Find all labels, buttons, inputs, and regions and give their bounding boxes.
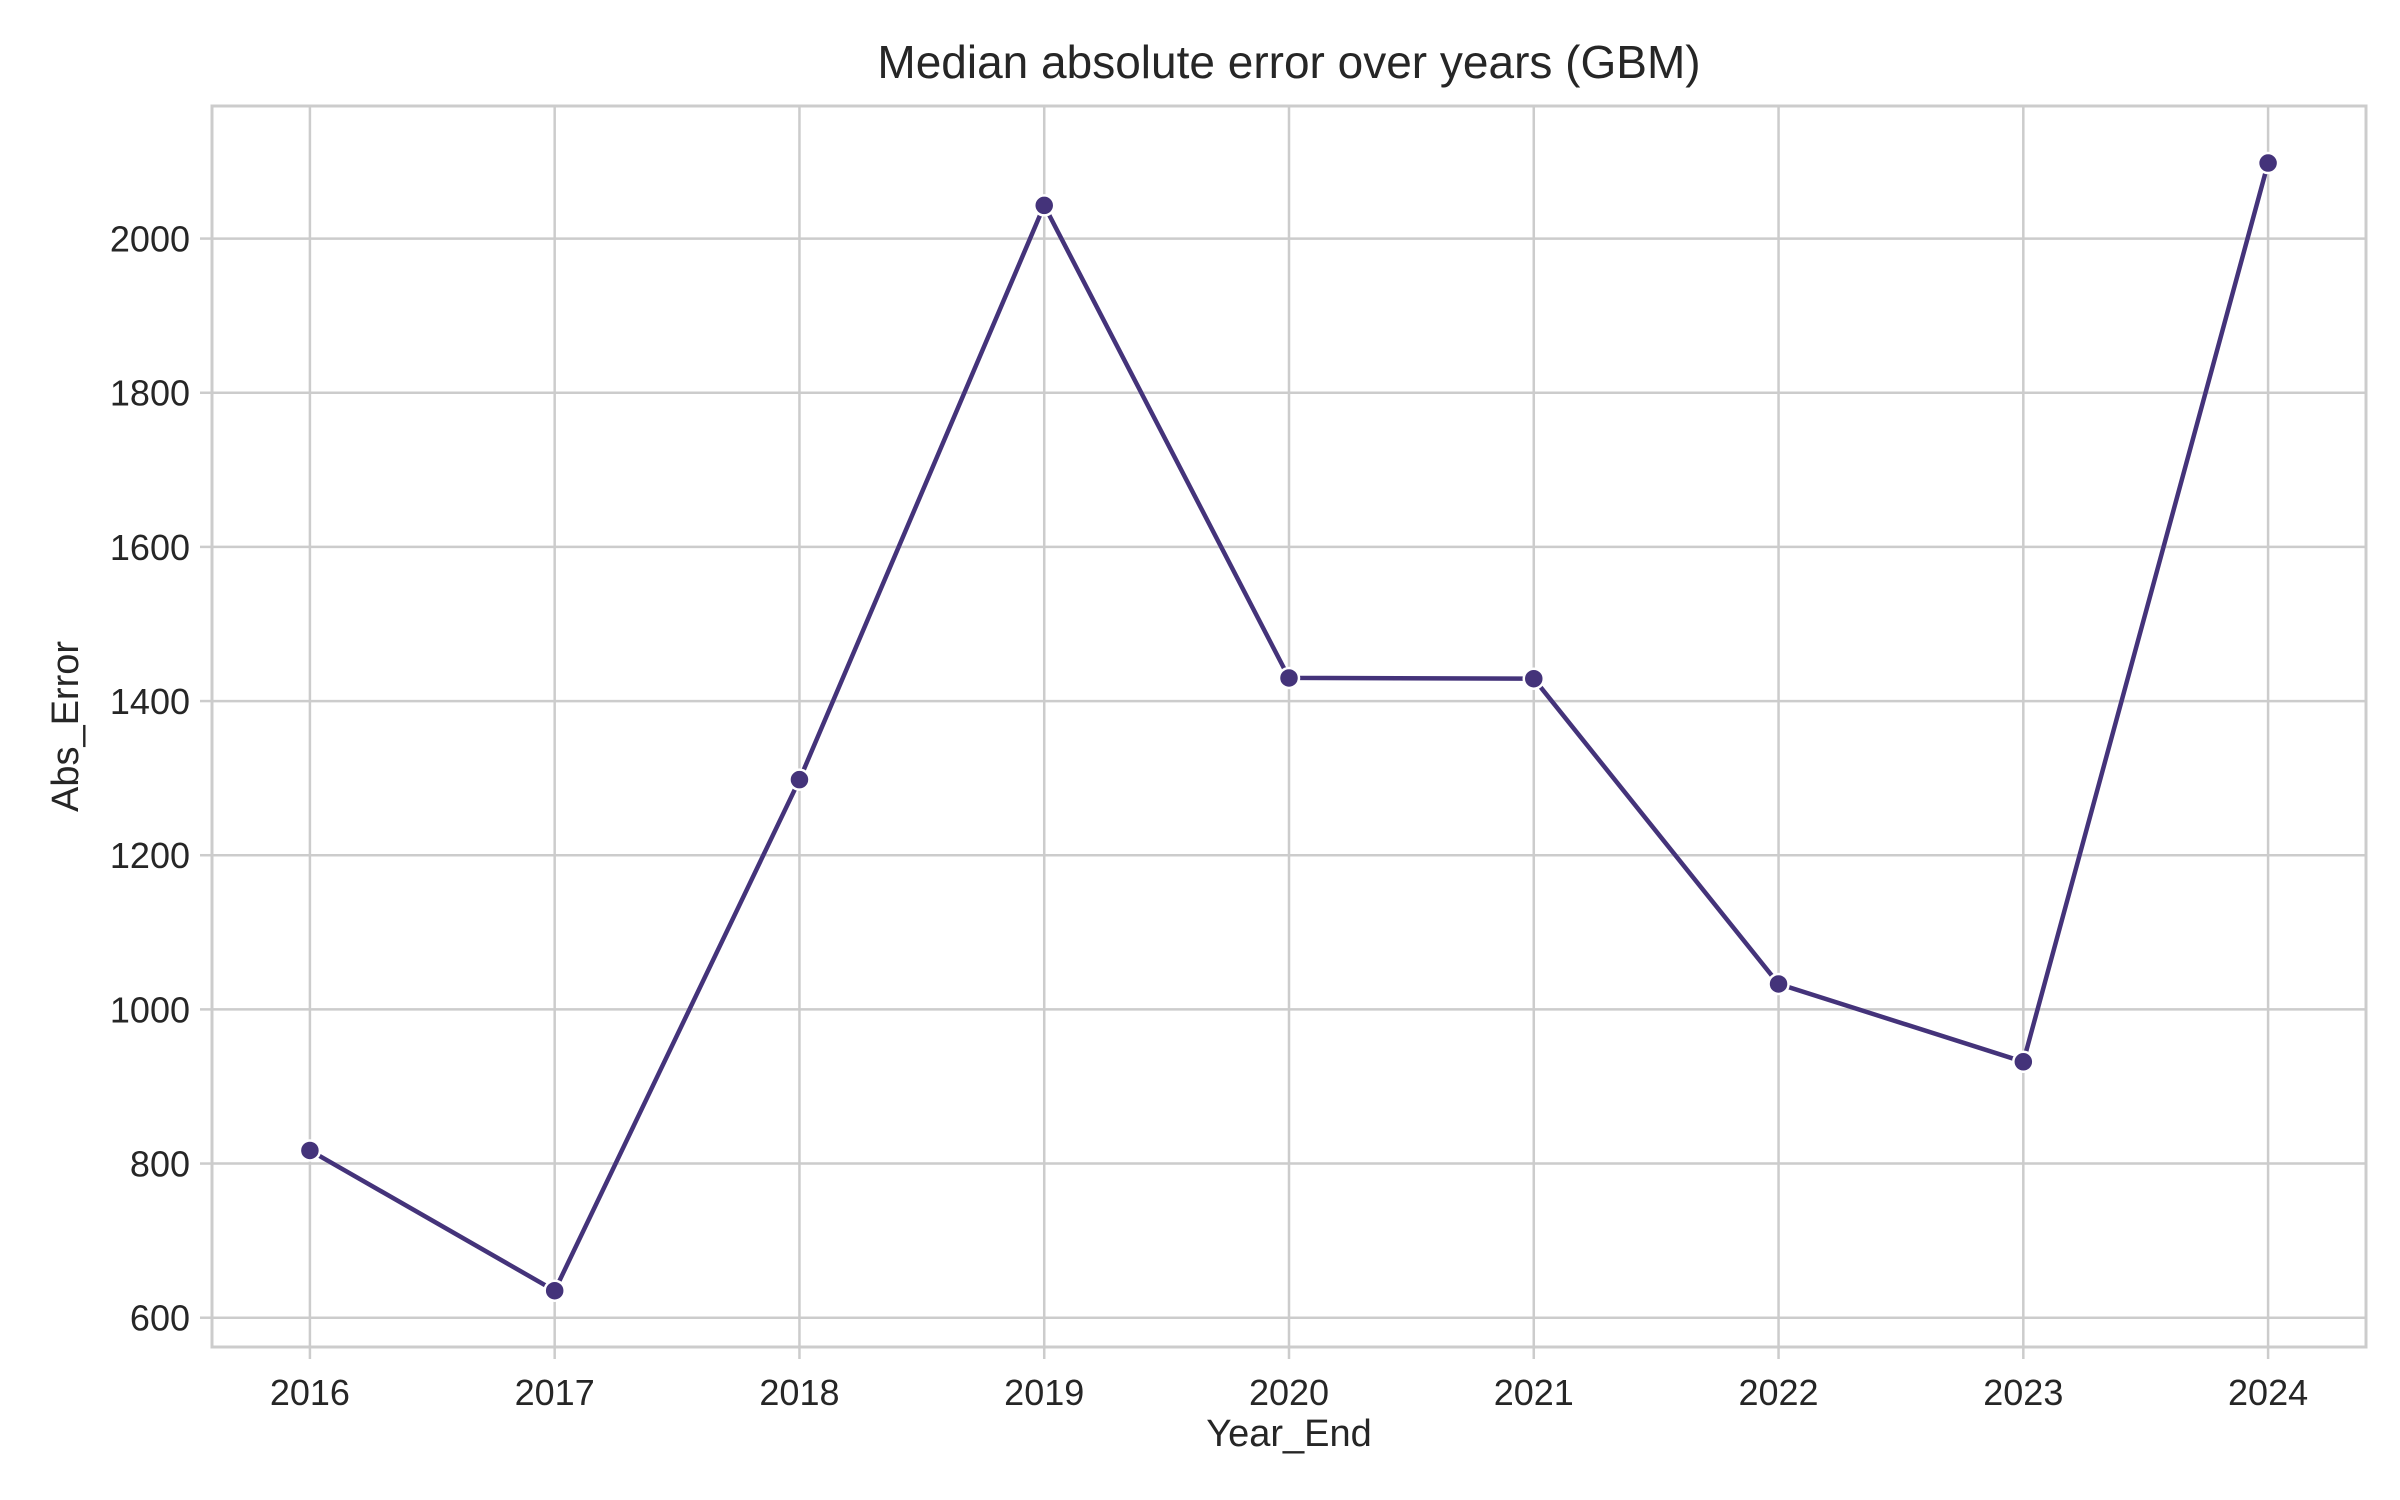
- x-tick-label: 2016: [270, 1372, 350, 1413]
- y-tick-label: 800: [130, 1144, 190, 1185]
- data-point: [1522, 667, 1546, 690]
- y-tick-label: 1000: [110, 989, 190, 1030]
- data-point: [788, 768, 811, 791]
- y-tick-label: 1200: [110, 835, 190, 876]
- data-point: [543, 1279, 566, 1302]
- x-tick-label: 2022: [1738, 1372, 1818, 1413]
- data-point: [1767, 972, 1790, 996]
- y-tick-label: 600: [130, 1298, 190, 1339]
- x-tick-label: 2018: [759, 1372, 839, 1413]
- data-point: [2012, 1050, 2035, 1074]
- x-axis-label: Year_End: [1206, 1413, 1372, 1455]
- y-tick-label: 2000: [110, 219, 190, 260]
- x-tick-label: 2019: [1004, 1372, 1084, 1413]
- data-point: [2256, 151, 2280, 175]
- grid: [212, 106, 2366, 1347]
- y-tick-label: 1800: [110, 373, 190, 414]
- x-tick-label: 2024: [2228, 1372, 2308, 1413]
- data-point: [1032, 194, 1056, 217]
- plot-frame: [210, 104, 2368, 1349]
- axis-ticks: 2016 2017 2018 2019 2020 2021 2022 2023 2024 600 8…: [110, 219, 2308, 1413]
- x-tick-label: 2020: [1249, 1372, 1329, 1413]
- y-axis-label: Abs_Error: [45, 641, 87, 812]
- series: [298, 151, 2280, 1302]
- y-tick-label: 1600: [110, 527, 190, 568]
- x-tick-label: 2023: [1983, 1372, 2063, 1413]
- x-tick-label: 2021: [1494, 1372, 1574, 1413]
- chart-title: Median absolute error over years (GBM): [877, 36, 1700, 88]
- y-tick-label: 1400: [110, 681, 190, 722]
- data-point: [1277, 666, 1301, 690]
- data-point: [298, 1139, 322, 1162]
- x-tick-label: 2017: [515, 1372, 595, 1413]
